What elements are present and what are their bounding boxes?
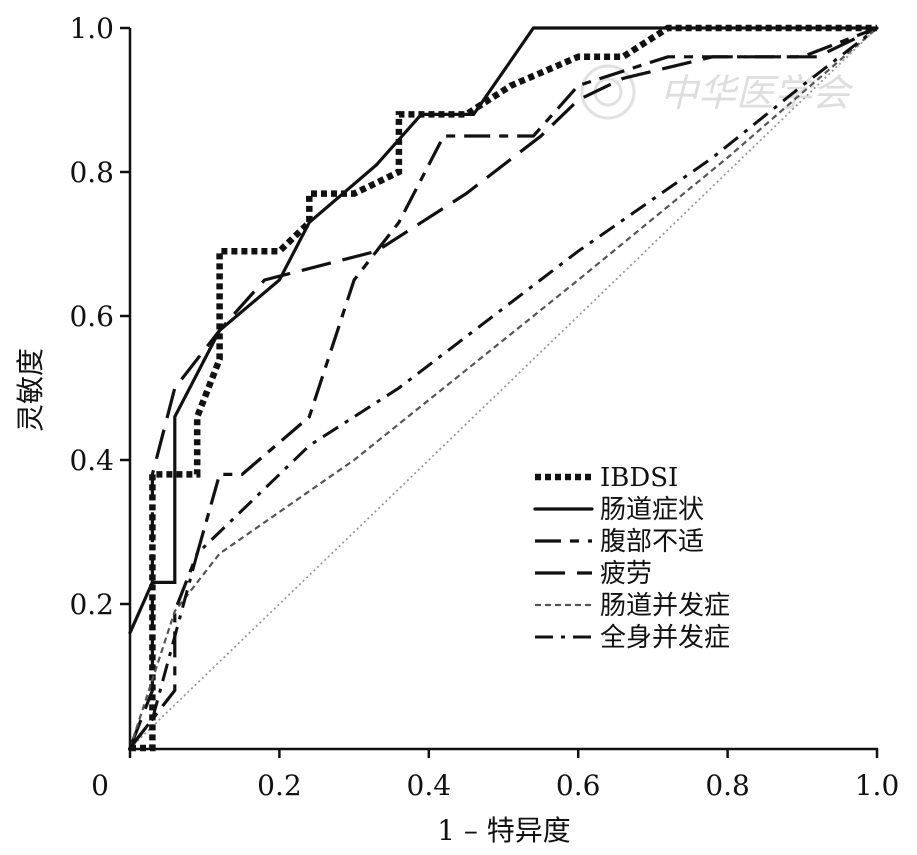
y-tick-label: 0.2 bbox=[69, 588, 114, 621]
x-tick-label: 0.2 bbox=[257, 769, 302, 802]
series-line-3 bbox=[128, 26, 878, 749]
y-tick-label: 0.4 bbox=[69, 444, 114, 477]
series-line-1 bbox=[130, 24, 877, 752]
watermark-seal-icon bbox=[580, 64, 636, 120]
series-line-4 bbox=[128, 26, 878, 749]
x-axis-title: 1 – 特异度 bbox=[437, 814, 571, 847]
y-tick-label: 1.0 bbox=[69, 12, 114, 45]
series-line-6 bbox=[128, 26, 878, 749]
tick-layer: 0 0.2 0.4 0.6 0.8 1.0 0.2 0.4 0.6 0.8 1.0 bbox=[69, 12, 899, 802]
legend-label: 疲劳 bbox=[600, 559, 652, 589]
series-line-2 bbox=[128, 26, 879, 635]
legend-label: 肠道并发症 bbox=[600, 591, 730, 621]
watermark-text: 中华医学会 bbox=[660, 71, 854, 115]
legend-label: IBDSI bbox=[600, 463, 678, 493]
legend-label: 腹部不适 bbox=[600, 527, 704, 557]
y-tick-label: 0.6 bbox=[69, 300, 114, 333]
series-line-5 bbox=[128, 27, 878, 749]
watermark bbox=[580, 64, 636, 120]
x-tick-label: 0.8 bbox=[705, 769, 750, 802]
y-axis-title: 灵敏度 bbox=[14, 348, 47, 432]
x-tick-label: 1.0 bbox=[855, 769, 900, 802]
watermark-seal-inner-icon bbox=[593, 77, 623, 107]
legend-label: 全身并发症 bbox=[600, 623, 730, 653]
legend-label: 肠道症状 bbox=[600, 495, 704, 525]
x-tick-label: 0 bbox=[91, 769, 109, 802]
x-tick-label: 0.6 bbox=[556, 769, 601, 802]
series-layer bbox=[128, 24, 879, 752]
x-tick-label: 0.4 bbox=[407, 769, 452, 802]
y-tick-label: 0.8 bbox=[69, 156, 114, 189]
